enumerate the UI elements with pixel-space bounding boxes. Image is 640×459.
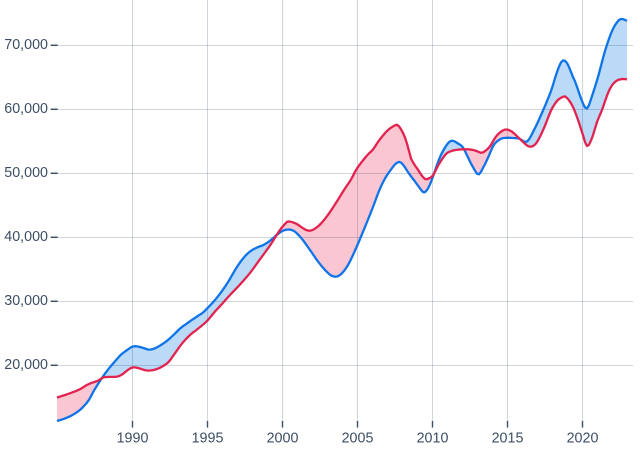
svg-text:20,000: 20,000 — [4, 357, 48, 373]
svg-text:1990: 1990 — [117, 431, 149, 447]
svg-text:50,000: 50,000 — [4, 165, 48, 181]
svg-text:2000: 2000 — [267, 431, 299, 447]
svg-text:1995: 1995 — [192, 431, 224, 447]
svg-text:2015: 2015 — [492, 431, 524, 447]
svg-text:2020: 2020 — [567, 431, 599, 447]
svg-text:30,000: 30,000 — [4, 293, 48, 309]
svg-text:2010: 2010 — [417, 431, 449, 447]
svg-text:40,000: 40,000 — [4, 229, 48, 245]
svg-text:60,000: 60,000 — [4, 101, 48, 117]
svg-text:70,000: 70,000 — [4, 37, 48, 53]
svg-text:2005: 2005 — [342, 431, 374, 447]
